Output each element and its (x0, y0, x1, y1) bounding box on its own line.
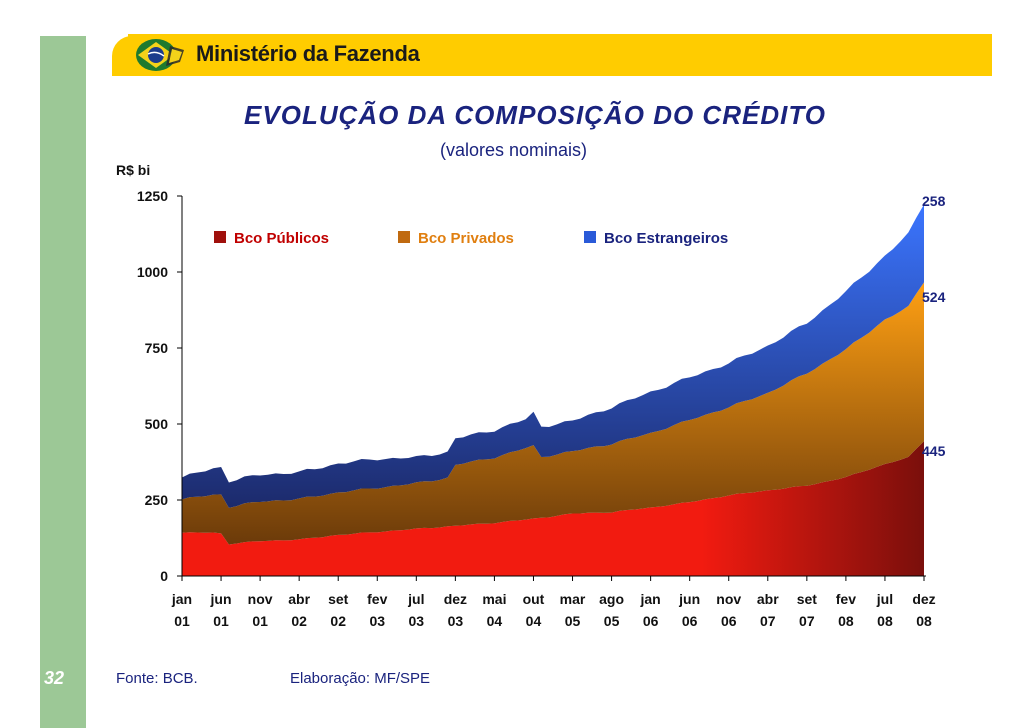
y-tick-label: 250 (145, 492, 169, 508)
x-tick-year-label: 04 (526, 613, 542, 629)
x-tick-month-label: jan (171, 591, 192, 607)
end-value-label: 524 (922, 289, 946, 305)
x-tick-month-label: jan (640, 591, 661, 607)
x-tick-month-label: set (328, 591, 349, 607)
x-tick-year-label: 08 (877, 613, 893, 629)
x-tick-year-label: 05 (565, 613, 581, 629)
x-tick-year-label: 04 (487, 613, 503, 629)
x-tick-month-label: mai (482, 591, 506, 607)
x-tick-month-label: fev (367, 591, 387, 607)
x-tick-month-label: dez (444, 591, 467, 607)
x-tick-year-label: 07 (760, 613, 776, 629)
page-title-text: EVOLUÇÃO DA COMPOSIÇÃO DO CRÉDITO (244, 100, 826, 130)
x-tick-month-label: jun (210, 591, 232, 607)
x-tick-year-label: 02 (291, 613, 307, 629)
page-title: EVOLUÇÃO DA COMPOSIÇÃO DO CRÉDITO (0, 100, 1030, 131)
source-note: Fonte: BCB. (116, 670, 198, 687)
legend-label: Bco Privados (418, 230, 514, 247)
x-tick-month-label: abr (757, 591, 779, 607)
y-axis-unit-label: R$ bi (116, 162, 151, 178)
x-tick-year-label: 03 (448, 613, 464, 629)
x-tick-year-label: 06 (643, 613, 659, 629)
brazil-flag-logo-icon (136, 39, 184, 71)
end-value-label: 445 (922, 443, 946, 459)
legend-swatch-bco-publicos (214, 231, 226, 243)
x-tick-month-label: out (523, 591, 545, 607)
x-tick-month-label: set (797, 591, 818, 607)
x-tick-month-label: nov (716, 591, 741, 607)
area-bco-publicos (182, 441, 924, 576)
legend-swatch-bco-estrangeiros (584, 231, 596, 243)
x-tick-month-label: nov (248, 591, 273, 607)
x-tick-year-label: 03 (369, 613, 385, 629)
ministry-name: Ministério da Fazenda (196, 41, 420, 66)
x-tick-year-label: 06 (721, 613, 737, 629)
x-tick-month-label: jul (876, 591, 893, 607)
legend-swatch-bco-privados (398, 231, 410, 243)
page-number: 32 (44, 668, 65, 688)
x-tick-year-label: 08 (916, 613, 932, 629)
x-tick-year-label: 06 (682, 613, 698, 629)
x-tick-month-label: ago (599, 591, 624, 607)
x-tick-year-label: 01 (174, 613, 190, 629)
y-tick-label: 500 (145, 416, 169, 432)
legend-label: Bco Estrangeiros (604, 230, 728, 247)
legend-label: Bco Públicos (234, 230, 329, 247)
x-tick-month-label: mar (560, 591, 586, 607)
side-decoration-bar (40, 36, 86, 728)
y-tick-label: 0 (160, 568, 168, 584)
x-tick-year-label: 03 (409, 613, 425, 629)
y-tick-label: 1250 (137, 188, 168, 204)
x-tick-year-label: 02 (330, 613, 346, 629)
x-tick-month-label: dez (912, 591, 935, 607)
x-tick-month-label: jun (678, 591, 700, 607)
header-bar (128, 34, 992, 76)
page-subtitle: (valores nominais) (440, 140, 588, 160)
x-tick-year-label: 01 (252, 613, 268, 629)
elaboration-note: Elaboração: MF/SPE (290, 670, 431, 687)
area-bco-estrangeiros (182, 204, 924, 508)
x-tick-month-label: fev (836, 591, 856, 607)
x-tick-year-label: 05 (604, 613, 620, 629)
x-tick-year-label: 07 (799, 613, 815, 629)
area-bco-privados (182, 282, 924, 545)
x-tick-month-label: abr (288, 591, 310, 607)
y-tick-label: 750 (145, 340, 169, 356)
end-value-label: 258 (922, 193, 946, 209)
x-tick-month-label: jul (407, 591, 424, 607)
y-tick-label: 1000 (137, 264, 168, 280)
x-tick-year-label: 01 (213, 613, 229, 629)
x-tick-year-label: 08 (838, 613, 854, 629)
